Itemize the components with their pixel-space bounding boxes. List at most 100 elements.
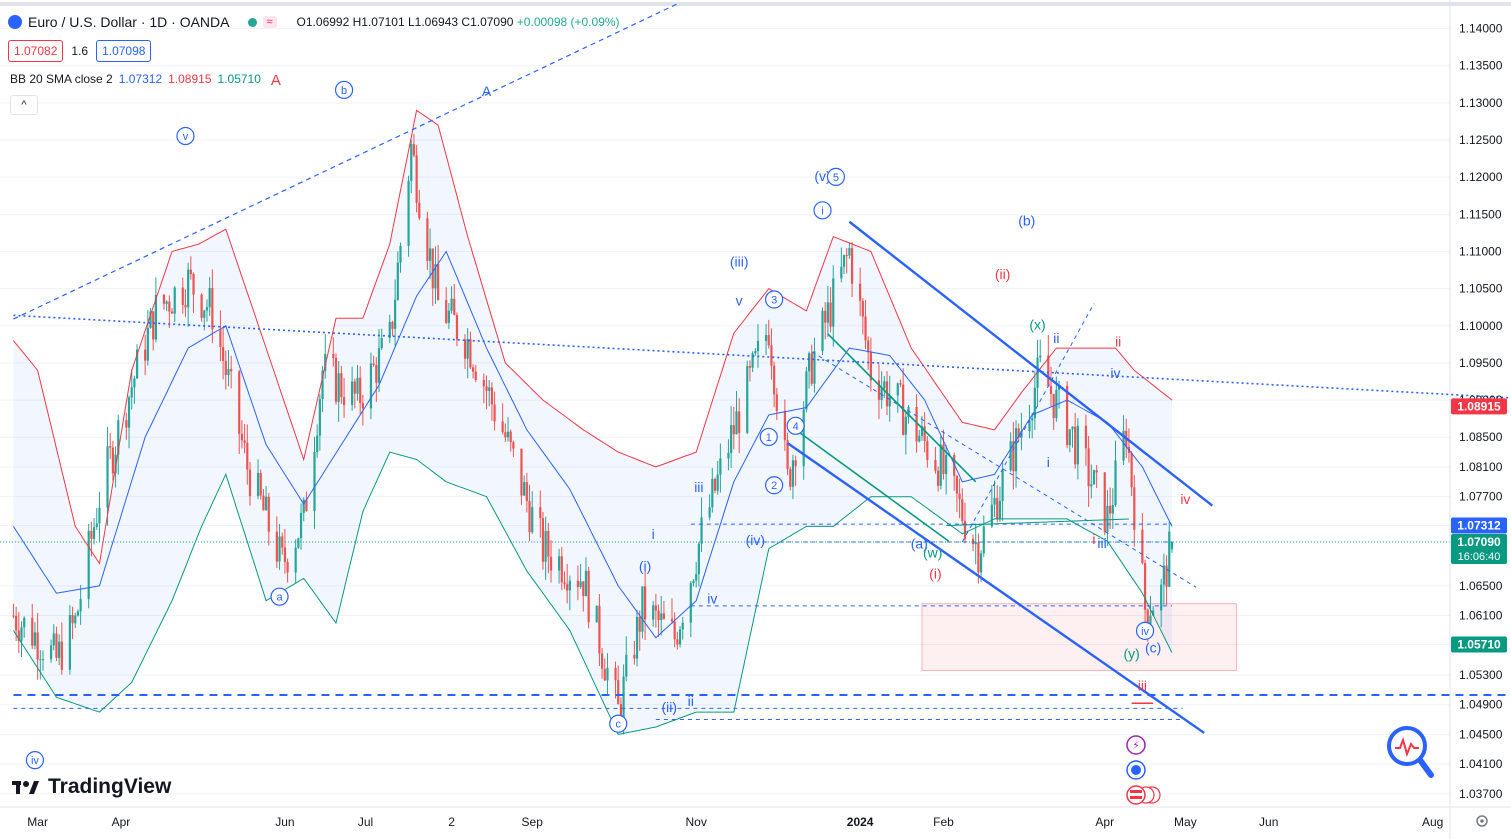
time-tick-label: Jun xyxy=(275,815,294,829)
candle-body xyxy=(437,263,440,301)
candle-body xyxy=(453,298,456,315)
candle-body xyxy=(638,616,641,632)
settings-icon[interactable] xyxy=(1476,815,1488,827)
trend-line xyxy=(787,423,950,542)
candle-body xyxy=(754,351,757,354)
candle-body xyxy=(549,556,553,571)
time-tick-label: Sep xyxy=(522,815,544,829)
price-tick-label: 1.10000 xyxy=(1459,319,1503,333)
wave-label: A xyxy=(482,83,492,99)
candle-body xyxy=(181,287,184,306)
candle-body xyxy=(230,369,233,372)
symbol-header: Euro / U.S. Dollar · 1D · OANDA ≈ O1.069… xyxy=(8,14,620,30)
candle-body xyxy=(625,654,628,677)
wave-label: (y) xyxy=(1123,646,1139,662)
target-zone xyxy=(921,603,1237,672)
candle-body xyxy=(764,335,768,341)
candle-body xyxy=(265,496,268,511)
candle-body xyxy=(106,446,109,508)
candle-body xyxy=(187,269,190,308)
candle-body xyxy=(746,366,749,433)
candle-body xyxy=(566,584,569,591)
wave-label-text: a xyxy=(276,592,283,604)
indicator-legend[interactable]: BB 20 SMA close 2 1.07312 1.08915 1.0571… xyxy=(10,72,281,89)
candle-body xyxy=(1160,584,1163,611)
analysis-magnifier-icon[interactable] xyxy=(1387,726,1434,778)
bb-lower-value: 1.05710 xyxy=(217,72,261,86)
candle-body xyxy=(791,460,795,487)
candle-body xyxy=(738,411,741,433)
candle-body xyxy=(200,294,203,318)
wave-label-ring xyxy=(765,476,784,495)
candle-body xyxy=(149,311,152,328)
candle-body xyxy=(936,470,940,486)
candle-body xyxy=(248,469,252,497)
lightning-event-icon[interactable]: ⚡ xyxy=(1126,735,1146,755)
wave-label-text: (iii) xyxy=(730,253,749,269)
trend-line xyxy=(811,351,1197,588)
candle-body xyxy=(652,605,655,620)
candle-body xyxy=(896,383,899,396)
candle-body xyxy=(877,380,881,400)
candle-body xyxy=(850,248,854,284)
candle-body xyxy=(68,615,71,670)
candle-body xyxy=(428,248,432,261)
candle-body xyxy=(563,582,566,585)
collapse-legend-button[interactable]: ^ xyxy=(10,95,38,115)
candle-body xyxy=(1149,615,1152,625)
candle-body xyxy=(821,310,824,352)
wave-label: ii xyxy=(1115,334,1121,350)
us-flag-events-icon[interactable] xyxy=(1126,785,1161,805)
wave-label-ring xyxy=(334,80,354,100)
buy-button[interactable]: 1.07098 xyxy=(96,40,152,62)
tradingview-logo[interactable]: TradingView xyxy=(12,775,171,799)
price-tag: 1.08915 xyxy=(1451,398,1507,415)
symbol-title[interactable]: Euro / U.S. Dollar · 1D · OANDA xyxy=(28,14,230,30)
candle-body xyxy=(974,542,977,545)
globe-event-icon[interactable] xyxy=(1126,760,1146,780)
candle-body xyxy=(55,633,58,658)
candle-body xyxy=(361,403,364,409)
candle-body xyxy=(1084,425,1088,449)
candle-body xyxy=(211,287,214,330)
candle-body xyxy=(168,301,171,312)
candle-body xyxy=(1143,563,1147,610)
wave-label-ring xyxy=(813,201,832,220)
candle-body xyxy=(998,500,1002,520)
candle-body xyxy=(982,526,985,554)
sell-button[interactable]: 1.07082 xyxy=(8,40,64,62)
candle-body xyxy=(372,363,375,366)
price-tag-box xyxy=(1451,398,1507,415)
low-value: L1.06943 xyxy=(408,15,459,29)
wave-label-text: (a) xyxy=(911,536,928,552)
candle-body xyxy=(15,616,18,631)
candle-body xyxy=(810,353,813,384)
wave-label: v xyxy=(176,126,195,146)
candle-body xyxy=(603,668,606,681)
candle-body xyxy=(1055,389,1058,418)
candle-body xyxy=(619,704,623,719)
time-tick-label: Feb xyxy=(933,815,954,829)
candle-body xyxy=(598,605,601,654)
candle-body xyxy=(1130,452,1133,488)
price-tick-label: 1.08100 xyxy=(1459,460,1503,474)
time-tick-label: Nov xyxy=(686,815,707,829)
candle-body xyxy=(275,531,278,562)
candle-body xyxy=(842,255,846,267)
candle-body xyxy=(770,345,773,366)
wave-label-text: (ii) xyxy=(662,699,678,715)
candle-body xyxy=(506,431,510,438)
candle-body xyxy=(504,432,507,438)
candle-body xyxy=(606,667,609,681)
candle-body xyxy=(74,615,77,624)
candle-body xyxy=(1092,470,1096,485)
candle-body xyxy=(692,580,695,584)
candle-body xyxy=(614,667,617,681)
indicator-name[interactable]: BB 20 SMA close 2 xyxy=(10,72,113,86)
wave-label: 4 xyxy=(786,416,805,435)
candle-body xyxy=(184,305,187,308)
candle-body xyxy=(410,144,413,181)
wave-label-text: (c) xyxy=(1145,640,1161,656)
candle-body xyxy=(1076,425,1079,465)
